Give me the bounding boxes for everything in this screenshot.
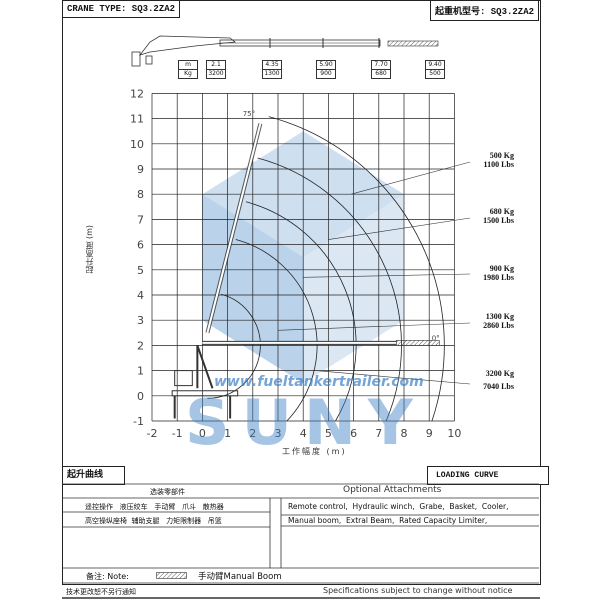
boom-extended-drawing: [131, 35, 381, 67]
manual-boom-legend-swatch: [156, 572, 187, 579]
x-axis-label: 工作幅度 (m): [282, 447, 347, 456]
x-tick-label: 10: [447, 427, 461, 440]
load-label-500: 500 Kg 1100 Lbs: [483, 151, 514, 169]
x-tick-label: 6: [350, 427, 357, 440]
manual-boom-hatched: [387, 40, 439, 47]
load-leader-line: [328, 217, 471, 240]
spec-col-1: 2.1 3200: [206, 60, 226, 79]
x-tick-label: 1: [224, 427, 231, 440]
note-text: 手动臂Manual Boom: [198, 572, 282, 582]
load-curve: [207, 293, 261, 399]
spec-col-2: 4.35 1300: [262, 60, 282, 79]
spec-units: m Kg: [178, 60, 198, 79]
load-leader-line: [303, 273, 471, 278]
y-tick-label: 8: [137, 188, 144, 201]
reach: 7.70: [374, 61, 388, 68]
y-tick-label: 4: [137, 289, 144, 302]
x-tick-label: 0: [199, 427, 206, 440]
load-leader-line: [351, 161, 471, 195]
attachments-title-cn: 选装零部件: [150, 488, 185, 496]
x-tick-label: 9: [426, 427, 433, 440]
load: 900: [317, 69, 335, 78]
crane-column: [196, 345, 214, 389]
watermark-url: www.fueltankertrailer.com: [214, 374, 424, 390]
x-tick-label: 4: [300, 427, 307, 440]
y-tick-label: 6: [137, 239, 144, 252]
crane-model-title-cn: 起重机型号: SQ3.2ZA2: [429, 0, 539, 21]
load-leader-line: [315, 370, 471, 385]
attachments-cn-row-2: 高空操纵座椅 辅助支腿 力矩限制器 吊篮: [85, 517, 222, 525]
bottom-notice-cn: 技术更改恕不另行通知: [66, 588, 136, 596]
load-label-680: 680 Kg 1500 Lbs: [483, 207, 514, 225]
load: 500: [426, 69, 444, 78]
loading-curve-title-en: LOADING CURVE: [427, 466, 549, 485]
attachments-title-en: Optional Attachments: [343, 485, 442, 495]
y-tick-label: 1: [137, 365, 144, 378]
attachments-en-row-1: Remote control, Hydraulic winch, Grabe, …: [288, 502, 509, 511]
attachments-en-row-2: Manual boom, Extral Beam, Rated Capacity…: [288, 516, 488, 525]
load: 1300: [263, 69, 281, 77]
note-label: 备注: Note:: [86, 572, 129, 581]
boom-raised-inner: [206, 123, 262, 334]
spec-col-3: 5.90 900: [316, 60, 336, 79]
drawing-frame: [62, 0, 541, 585]
crane-type-title: CRANE TYPE: SQ3.2ZA2: [62, 0, 181, 18]
loading-curve-title-cn: 起升曲线: [62, 466, 125, 485]
y-tick-label: 10: [130, 138, 144, 151]
y-tick-label: 5: [137, 264, 144, 277]
x-tick-label: 5: [325, 427, 332, 440]
load: 680: [372, 69, 390, 78]
crane-base: [171, 390, 239, 397]
control-box: [174, 370, 193, 387]
load: 3200: [207, 69, 225, 77]
boom-angle-75: 75°: [243, 110, 255, 118]
load-curve: [245, 201, 357, 422]
spec-col-5: 9.40 500: [425, 60, 445, 79]
load-curve: [268, 116, 445, 422]
load-label-1300: 1300 Kg 2860 Lbs: [483, 312, 514, 330]
load-curve: [235, 239, 318, 422]
y-tick-label: 7: [137, 213, 144, 226]
load-label-3200: 3200 Kg 7040 Lbs: [483, 369, 514, 391]
bottom-notice-en: Specifications subject to change without…: [323, 586, 513, 595]
y-tick-label: 9: [137, 163, 144, 176]
boom-angle-0: 0°: [432, 334, 440, 342]
y-tick-label: 11: [130, 113, 144, 126]
reach: 9.40: [428, 61, 442, 68]
x-tick-label: -2: [147, 427, 158, 440]
reach: 4.35: [265, 61, 279, 68]
unit-m: m: [185, 61, 191, 68]
y-tick-label: 2: [137, 339, 144, 352]
x-tick-label: -1: [172, 427, 183, 440]
spec-col-4: 7.70 680: [371, 60, 391, 79]
load-curve: [257, 157, 402, 422]
reach: 5.90: [319, 61, 333, 68]
x-tick-label: 3: [275, 427, 282, 440]
load-leader-line: [277, 322, 471, 331]
x-tick-label: 7: [375, 427, 382, 440]
unit-kg: Kg: [179, 69, 197, 78]
y-tick-label: 12: [130, 87, 144, 100]
x-tick-label: 2: [249, 427, 256, 440]
manual-boom-extension: [396, 340, 440, 346]
load-label-900: 900 Kg 1980 Lbs: [483, 264, 514, 282]
reach: 2.1: [211, 61, 221, 68]
attachments-cn-row-1: 遥控操作 液压绞车 手动臂 爪斗 散热器: [85, 503, 224, 511]
y-tick-label: 3: [137, 314, 144, 327]
y-tick-label: -1: [133, 415, 144, 428]
watermark-brand: SUNY: [185, 386, 425, 459]
x-tick-label: 8: [401, 427, 408, 440]
y-tick-label: 0: [137, 390, 144, 403]
